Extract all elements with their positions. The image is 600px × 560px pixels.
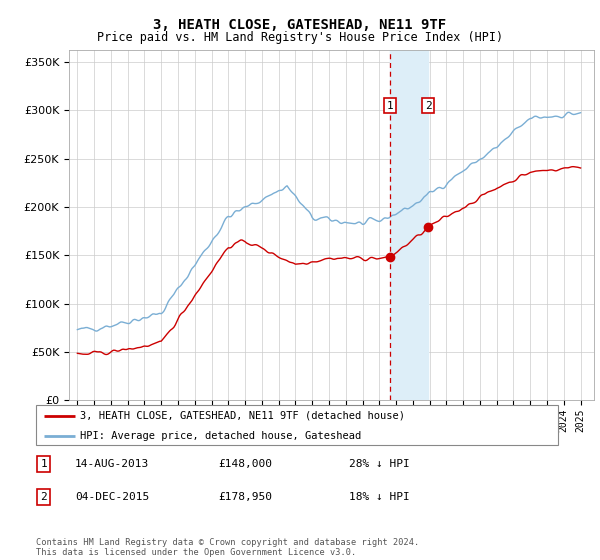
Text: 2: 2 — [40, 492, 47, 502]
Text: 3, HEATH CLOSE, GATESHEAD, NE11 9TF: 3, HEATH CLOSE, GATESHEAD, NE11 9TF — [154, 18, 446, 32]
Text: 04-DEC-2015: 04-DEC-2015 — [75, 492, 149, 502]
Text: HPI: Average price, detached house, Gateshead: HPI: Average price, detached house, Gate… — [80, 431, 362, 441]
Bar — [390, 50, 428, 400]
Text: 28% ↓ HPI: 28% ↓ HPI — [349, 459, 410, 469]
Text: 2: 2 — [425, 100, 431, 110]
Text: Contains HM Land Registry data © Crown copyright and database right 2024.
This d: Contains HM Land Registry data © Crown c… — [36, 538, 419, 557]
FancyBboxPatch shape — [36, 405, 558, 445]
Text: £148,000: £148,000 — [218, 459, 272, 469]
Text: 1: 1 — [40, 459, 47, 469]
Text: 1: 1 — [386, 100, 393, 110]
Text: 3, HEATH CLOSE, GATESHEAD, NE11 9TF (detached house): 3, HEATH CLOSE, GATESHEAD, NE11 9TF (det… — [80, 411, 406, 421]
Text: 18% ↓ HPI: 18% ↓ HPI — [349, 492, 410, 502]
Text: £178,950: £178,950 — [218, 492, 272, 502]
Text: 14-AUG-2013: 14-AUG-2013 — [75, 459, 149, 469]
Text: Price paid vs. HM Land Registry's House Price Index (HPI): Price paid vs. HM Land Registry's House … — [97, 31, 503, 44]
